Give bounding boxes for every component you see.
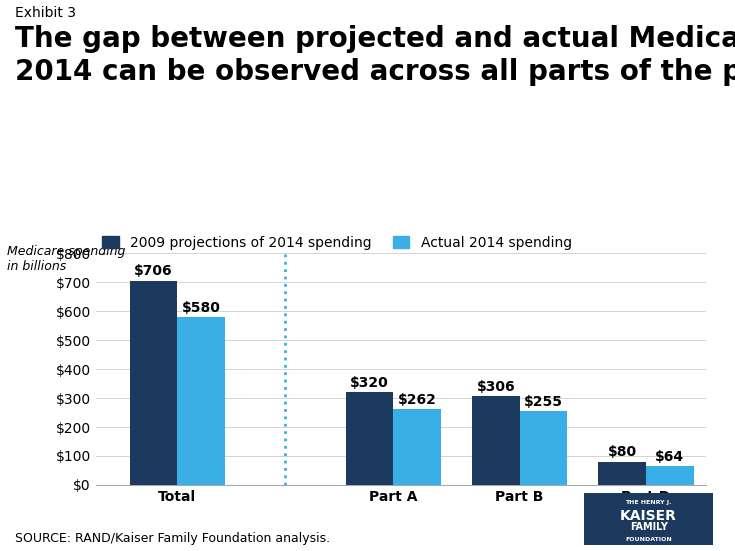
Bar [177,317,225,485]
Bar [598,462,646,485]
Text: SOURCE: RAND/Kaiser Family Foundation analysis.: SOURCE: RAND/Kaiser Family Foundation an… [15,532,330,545]
Text: $255: $255 [524,395,563,409]
Text: $580: $580 [182,301,220,315]
Bar [130,280,177,485]
Text: KAISER: KAISER [620,509,677,523]
Text: $262: $262 [398,393,437,407]
Text: THE HENRY J.: THE HENRY J. [625,500,672,505]
Text: Exhibit 3: Exhibit 3 [15,6,76,19]
Bar [393,409,441,485]
Text: FOUNDATION: FOUNDATION [625,537,672,542]
Text: $306: $306 [476,380,515,394]
Text: FAMILY: FAMILY [630,522,667,532]
Text: The gap between projected and actual Medicare spending in: The gap between projected and actual Med… [15,25,735,53]
Text: 2014 can be observed across all parts of the program: 2014 can be observed across all parts of… [15,58,735,86]
Legend: 2009 projections of 2014 spending, Actual 2014 spending: 2009 projections of 2014 spending, Actua… [102,236,572,250]
Text: $80: $80 [608,445,637,460]
Bar [345,392,393,485]
Bar [472,396,520,485]
Text: $706: $706 [135,264,173,278]
Bar [520,411,567,485]
Text: $320: $320 [350,376,389,390]
Text: Medicare spending
in billions: Medicare spending in billions [7,245,126,273]
Text: $64: $64 [656,450,684,464]
Bar [646,466,694,485]
